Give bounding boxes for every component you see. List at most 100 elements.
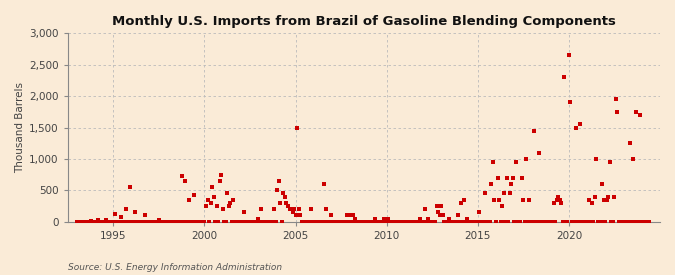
Point — [293, 207, 304, 211]
Point — [348, 213, 358, 218]
Point — [267, 219, 278, 224]
Point — [296, 219, 307, 224]
Point — [595, 219, 606, 224]
Point — [469, 219, 480, 224]
Point — [553, 194, 564, 199]
Point — [524, 197, 535, 202]
Point — [427, 219, 437, 224]
Point — [529, 128, 539, 133]
Point — [372, 219, 383, 224]
Point — [79, 219, 90, 224]
Point — [577, 219, 588, 224]
Y-axis label: Thousand Barrels: Thousand Barrels — [15, 82, 25, 173]
Point — [310, 219, 321, 224]
Point — [481, 219, 492, 224]
Point — [500, 219, 510, 224]
Point — [275, 201, 286, 205]
Point — [412, 219, 423, 224]
Point — [339, 219, 350, 224]
Point — [101, 218, 111, 223]
Point — [97, 219, 108, 224]
Point — [178, 219, 188, 224]
Point — [589, 194, 600, 199]
Point — [599, 197, 610, 202]
Point — [541, 219, 551, 224]
Point — [199, 219, 210, 224]
Point — [164, 219, 175, 224]
Point — [637, 219, 647, 224]
Point — [171, 219, 182, 224]
Point — [342, 213, 352, 218]
Point — [466, 219, 477, 224]
Point — [433, 210, 443, 214]
Point — [504, 191, 515, 196]
Point — [487, 160, 498, 164]
Point — [572, 219, 583, 224]
Point — [462, 216, 472, 221]
Point — [192, 219, 202, 224]
Point — [281, 201, 292, 205]
Point — [243, 219, 254, 224]
Point — [358, 219, 369, 224]
Point — [502, 175, 512, 180]
Point — [627, 157, 638, 161]
Point — [539, 219, 550, 224]
Point — [623, 219, 634, 224]
Point — [328, 219, 339, 224]
Point — [363, 219, 374, 224]
Point — [542, 219, 553, 224]
Point — [389, 219, 400, 224]
Point — [381, 219, 392, 224]
Point — [151, 219, 161, 224]
Point — [408, 219, 419, 224]
Point — [626, 219, 637, 224]
Point — [588, 219, 599, 224]
Point — [554, 197, 565, 202]
Point — [425, 219, 436, 224]
Point — [207, 185, 217, 189]
Point — [518, 197, 529, 202]
Point — [495, 219, 506, 224]
Point — [491, 219, 502, 224]
Point — [338, 219, 348, 224]
Point — [261, 219, 272, 224]
Point — [354, 219, 364, 224]
Point — [237, 219, 248, 224]
Point — [453, 213, 464, 218]
Point — [512, 219, 522, 224]
Point — [143, 219, 154, 224]
Point — [556, 201, 567, 205]
Point — [187, 219, 198, 224]
Point — [587, 201, 597, 205]
Point — [91, 219, 102, 224]
Point — [173, 219, 184, 224]
Point — [175, 219, 186, 224]
Point — [317, 219, 328, 224]
Point — [375, 219, 386, 224]
Point — [289, 207, 300, 211]
Point — [271, 219, 281, 224]
Point — [551, 197, 562, 202]
Point — [141, 219, 152, 224]
Point — [632, 219, 643, 224]
Point — [492, 175, 503, 180]
Point — [384, 219, 395, 224]
Point — [90, 219, 101, 224]
Point — [248, 219, 259, 224]
Point — [144, 219, 155, 224]
Point — [510, 160, 521, 164]
Point — [591, 157, 601, 161]
Point — [284, 207, 295, 211]
Point — [205, 201, 216, 205]
Point — [169, 219, 180, 224]
Point — [439, 219, 450, 224]
Point — [147, 219, 158, 224]
Point — [113, 219, 124, 224]
Point — [418, 219, 429, 224]
Point — [119, 219, 130, 224]
Point — [454, 219, 465, 224]
Point — [503, 219, 514, 224]
Point — [560, 219, 571, 224]
Point — [522, 219, 533, 224]
Point — [396, 219, 407, 224]
